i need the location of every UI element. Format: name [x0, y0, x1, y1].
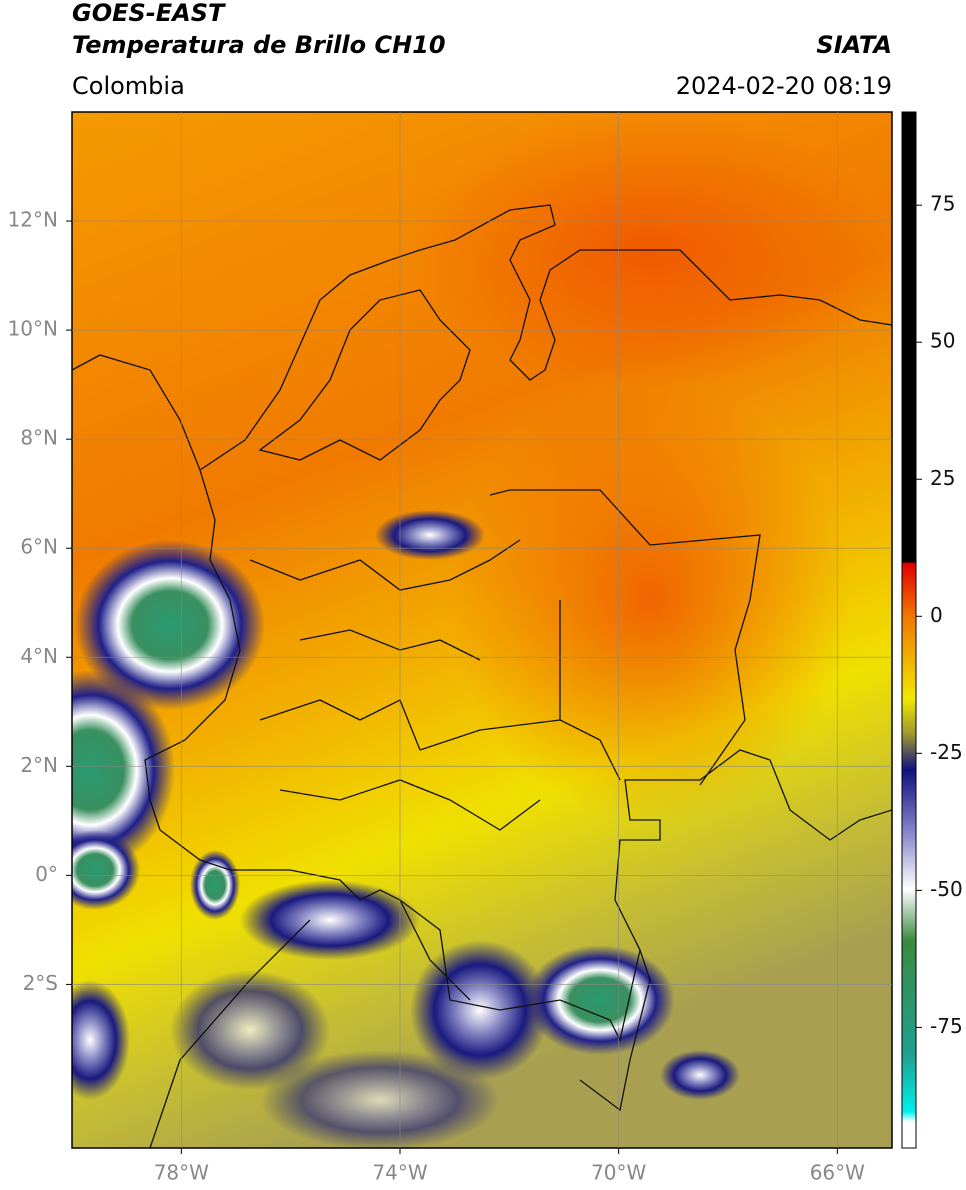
- satellite-image: [72, 112, 892, 1148]
- y-tick-label: 2°N: [20, 753, 58, 777]
- y-tick-label: 8°N: [20, 426, 58, 450]
- colorbar-tick-label: 25: [930, 466, 955, 490]
- source: SIATA: [816, 31, 892, 59]
- y-tick-label: 4°N: [20, 644, 58, 668]
- colorbar-tick-label: -75: [930, 1014, 963, 1038]
- region: Colombia: [72, 72, 185, 100]
- colorbar-tick-label: -25: [930, 740, 963, 764]
- title: GOES-EAST: [72, 0, 226, 27]
- x-tick-label: 66°W: [810, 1161, 865, 1185]
- colorbar: [901, 111, 917, 1149]
- x-tick-label: 78°W: [154, 1161, 209, 1185]
- datetime: 2024-02-20 08:19: [676, 72, 892, 100]
- y-tick-label: 6°N: [20, 535, 58, 559]
- y-tick-label: 0°: [35, 862, 58, 886]
- colorbar-tick-label: -50: [930, 877, 963, 901]
- y-tick-label: 10°N: [8, 317, 58, 341]
- subtitle: Temperatura de Brillo CH10: [72, 31, 446, 59]
- x-tick-label: 74°W: [372, 1161, 427, 1185]
- colorbar-tick-label: 0: [930, 603, 943, 627]
- y-tick-label: 2°S: [23, 971, 58, 995]
- y-tick-label: 12°N: [8, 208, 58, 232]
- colorbar-tick-label: 50: [930, 329, 955, 353]
- colorbar-tick-label: 75: [930, 192, 955, 216]
- map-frame: [71, 111, 893, 1149]
- x-tick-label: 70°W: [591, 1161, 646, 1185]
